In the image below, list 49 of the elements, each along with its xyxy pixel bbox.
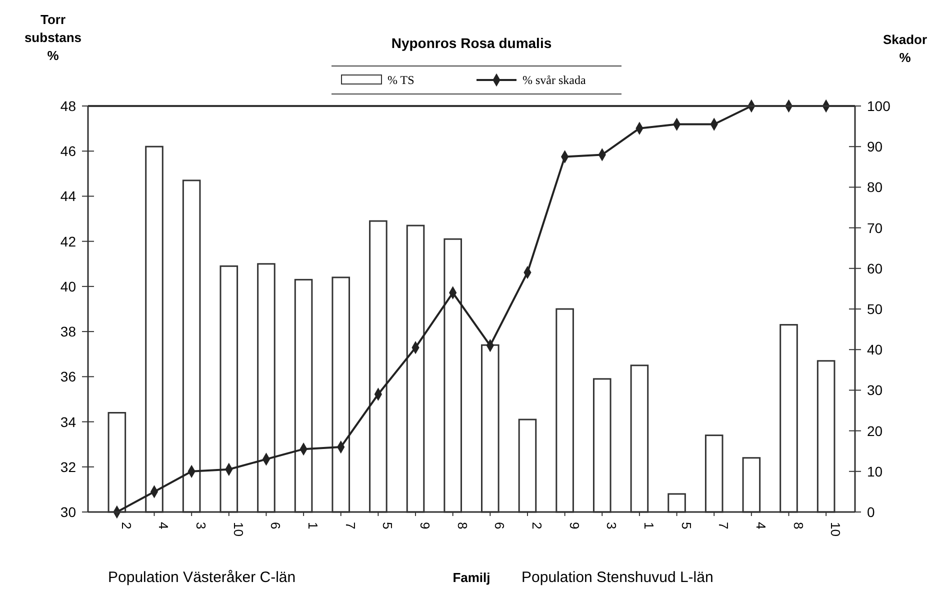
chart-title: Nyponros Rosa dumalis (391, 35, 552, 51)
y2-tick-label: 60 (867, 260, 883, 276)
x-tick-label: 5 (678, 522, 694, 530)
y-tick-label: 40 (60, 278, 76, 294)
y-tick-label: 36 (60, 368, 76, 385)
x-tick-label: 7 (342, 522, 358, 530)
y2-tick-label: 30 (867, 382, 883, 398)
x-tick-label: 1 (641, 522, 656, 530)
x-tick-label: 7 (716, 522, 732, 530)
x-tick-label: 10 (828, 522, 844, 536)
y-tick-label: 32 (60, 458, 76, 475)
legend-label: % svår skada (522, 73, 586, 87)
text: Population Stenshuvud L-län (522, 569, 714, 586)
y2-tick-label: 70 (867, 220, 883, 236)
x-tick-label: 5 (380, 522, 396, 530)
y-tick-label: 44 (60, 188, 76, 204)
y2-tick-label: 0 (867, 504, 875, 520)
y-tick-label: 34 (60, 414, 76, 430)
y2-tick-label: 80 (867, 179, 883, 196)
legend-label: % TS (388, 73, 414, 87)
y2-tick-label: 40 (867, 342, 883, 358)
y2-axis-title: Skador % (882, 32, 928, 65)
x-tick-label: 1 (306, 522, 321, 530)
x-tick-label: 8 (790, 522, 806, 530)
x-tick-label: 8 (454, 522, 470, 530)
y2-tick-label: 90 (867, 138, 883, 155)
y-axis-title: Torr substans % (24, 12, 82, 63)
y2-tick-label: 100 (867, 98, 891, 114)
text: Population Västeråker C-län (108, 569, 296, 586)
x-axis-title: Familj (452, 570, 490, 585)
x-tick-label: 4 (156, 522, 172, 530)
y2-tick-label: 20 (867, 422, 883, 439)
y-tick-label: 48 (60, 98, 76, 114)
x-tick-label: 9 (566, 522, 582, 530)
x-tick-label: 6 (492, 522, 508, 530)
x-tick-label: 2 (118, 522, 134, 530)
y-tick-label: 42 (60, 233, 76, 250)
x-tick-label: 6 (268, 522, 284, 530)
y-tick-label: 30 (60, 504, 76, 520)
x-tick-label: 3 (604, 522, 620, 530)
x-tick-label: 10 (230, 522, 246, 536)
x-tick-label: 4 (753, 522, 768, 530)
x-tick-label: 2 (529, 522, 544, 530)
x-tick-label: 9 (418, 522, 433, 530)
x-tick-label: 3 (194, 522, 209, 530)
y2-tick-label: 50 (867, 301, 883, 317)
y-tick-label: 38 (60, 324, 76, 340)
y-tick-label: 46 (60, 143, 76, 160)
y2-tick-label: 10 (867, 463, 883, 480)
